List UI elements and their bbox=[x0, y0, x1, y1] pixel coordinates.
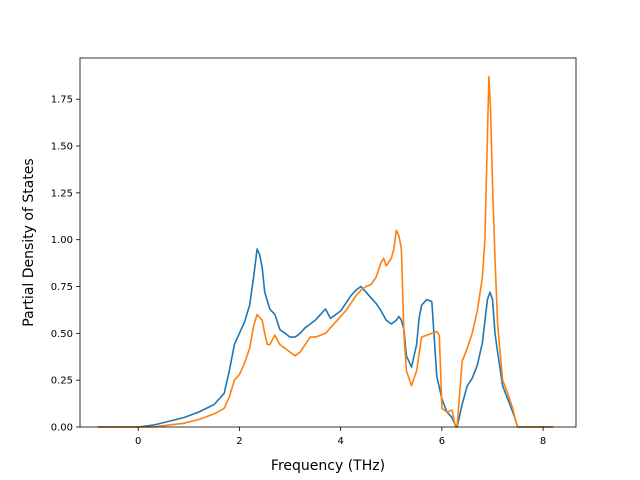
y-tick-label: 1.25 bbox=[51, 188, 73, 199]
x-axis-title: Frequency (THz) bbox=[271, 458, 385, 474]
series-layer bbox=[97, 75, 554, 428]
y-tick-label: 0.50 bbox=[51, 329, 73, 340]
plot-frame bbox=[79, 57, 577, 428]
x-tick-label: 2 bbox=[236, 436, 242, 447]
y-tick-label: 1.75 bbox=[51, 95, 73, 106]
x-tick-label: 0 bbox=[135, 436, 141, 447]
y-tick-label: 1.00 bbox=[51, 235, 73, 246]
series-line-1 bbox=[97, 248, 554, 428]
x-tick-label: 8 bbox=[540, 436, 546, 447]
y-tick-label: 1.50 bbox=[51, 142, 73, 153]
series-line-2 bbox=[97, 75, 554, 428]
x-axis: 0 2 4 6 8 bbox=[135, 427, 546, 447]
y-axis: 0.00 0.25 0.50 0.75 1.00 1.25 1.50 1.75 bbox=[51, 95, 80, 434]
y-axis-title: Partial Density of States bbox=[21, 158, 37, 326]
y-tick-label: 0.00 bbox=[51, 423, 73, 434]
y-tick-label: 0.25 bbox=[51, 376, 73, 387]
x-tick-label: 4 bbox=[337, 436, 343, 447]
x-tick-label: 6 bbox=[439, 436, 445, 447]
y-tick-label: 0.75 bbox=[51, 282, 73, 293]
